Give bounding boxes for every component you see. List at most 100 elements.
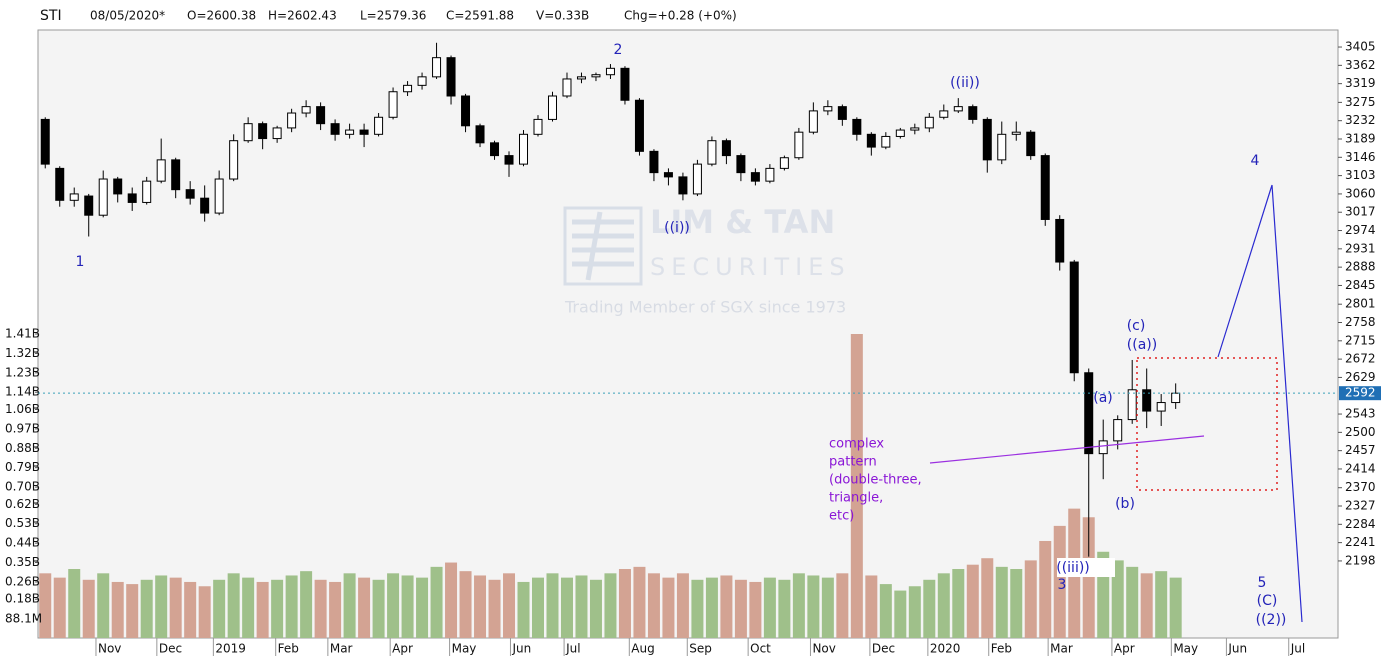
volume-bar — [850, 334, 863, 638]
candle-body — [982, 118, 992, 161]
x-tick-label: Dec — [159, 642, 182, 656]
volume-bar — [1111, 560, 1124, 638]
volume-bar — [894, 590, 907, 638]
y2-tick-label: 1.23B — [5, 365, 40, 379]
wave-label: ((a)) — [1127, 337, 1157, 353]
y2-tick-label: 88.1M — [5, 612, 42, 626]
watermark-tagline: Trading Member of SGX since 1973 — [564, 298, 846, 317]
volume-bar — [879, 584, 892, 638]
candle-body — [591, 74, 601, 78]
candle-body — [374, 116, 384, 135]
volume-bar — [1010, 569, 1023, 638]
y-tick-label: 2543 — [1345, 407, 1376, 421]
volume-bar — [503, 573, 516, 638]
x-tick-label: May — [452, 642, 477, 656]
volume-bar — [111, 581, 124, 638]
symbol: STI — [40, 8, 62, 24]
candle-body — [1127, 389, 1137, 421]
volume-bar — [82, 579, 95, 638]
x-tick-label: Oct — [750, 642, 771, 656]
volume-bar — [1053, 525, 1066, 638]
info-field: C=2591.88 — [446, 9, 514, 23]
candle-body — [272, 127, 282, 140]
trend-line — [929, 435, 1205, 464]
x-tick-label: Apr — [392, 642, 413, 656]
volume-bar — [618, 569, 631, 638]
candle-body — [403, 84, 413, 93]
volume-bar — [633, 566, 646, 638]
candle-body — [461, 95, 471, 127]
candle-body — [736, 155, 746, 174]
candle-body — [562, 78, 572, 97]
candle-body — [171, 159, 181, 191]
y-tick-label: 2198 — [1345, 553, 1376, 567]
y-tick-label: 2974 — [1345, 223, 1376, 237]
candle-body — [852, 118, 862, 135]
volume-bar — [662, 577, 675, 638]
candle-body — [707, 140, 717, 165]
candle-body — [200, 197, 210, 214]
volume-bar — [720, 575, 733, 638]
candle-body — [258, 123, 268, 140]
wave-label: (b) — [1115, 496, 1135, 512]
y-tick-label: 3319 — [1345, 76, 1376, 90]
candle-body — [924, 116, 934, 129]
y-tick-label: 2715 — [1345, 333, 1376, 347]
candle-body — [1069, 261, 1079, 374]
y-tick-label: 2888 — [1345, 260, 1376, 274]
info-field: H=2602.43 — [268, 9, 337, 23]
volume-bar — [1024, 560, 1037, 638]
volume-bar — [749, 581, 762, 638]
y-tick-label: 3189 — [1345, 131, 1376, 145]
candle-body — [837, 106, 847, 120]
watermark-logo-lines — [572, 211, 634, 281]
volume-bar — [372, 579, 385, 638]
price-layer — [40, 42, 1181, 557]
volume-bar — [358, 577, 371, 638]
candle-body — [519, 133, 529, 165]
candle-body — [287, 112, 297, 129]
volume-bar — [256, 581, 269, 638]
x-tick-label: 2020 — [930, 642, 961, 656]
candle-body — [1156, 402, 1166, 412]
candle-body — [1055, 218, 1065, 263]
volume-bar — [68, 569, 81, 638]
volume-bar — [387, 573, 400, 638]
x-tick-label: Feb — [991, 642, 1012, 656]
candle-body — [69, 193, 79, 201]
candle-body — [533, 118, 543, 135]
wave-label: ((i)) — [664, 220, 690, 236]
volume-bar — [952, 569, 965, 638]
volume-bar — [155, 575, 168, 638]
info-field: O=2600.38 — [187, 9, 256, 23]
volume-bar — [676, 573, 689, 638]
y-tick-label: 3060 — [1345, 186, 1376, 200]
volume-bar — [459, 571, 472, 638]
candle-body — [678, 176, 688, 195]
y-tick-label: 3103 — [1345, 168, 1376, 182]
y2-tick-label: 1.32B — [5, 346, 40, 360]
volume-bar — [647, 573, 660, 638]
candle-body — [721, 140, 731, 157]
y2-tick-label: 0.79B — [5, 460, 40, 474]
volume-bar — [1169, 577, 1182, 638]
candle-body — [692, 163, 702, 195]
wave-label: 1 — [76, 254, 85, 270]
volume-bar — [995, 566, 1008, 638]
volume-bar — [1082, 517, 1095, 638]
note-line: (double-three, — [829, 473, 922, 488]
x-tick-label: Mar — [1050, 642, 1073, 656]
y2-tick-label: 1.41B — [5, 327, 40, 341]
y2-tick-label: 0.53B — [5, 516, 40, 530]
volume-bar — [314, 579, 327, 638]
y-tick-label: 2629 — [1345, 370, 1376, 384]
info-field: V=0.33B — [536, 9, 589, 23]
volume-bar — [821, 577, 834, 638]
candle-body — [345, 129, 355, 135]
y2-tick-label: 0.97B — [5, 421, 40, 435]
volume-bar — [53, 577, 66, 638]
candle-body — [547, 95, 557, 120]
info-field: L=2579.36 — [360, 9, 426, 23]
candle-body — [55, 167, 65, 201]
note-line: complex — [829, 437, 884, 452]
